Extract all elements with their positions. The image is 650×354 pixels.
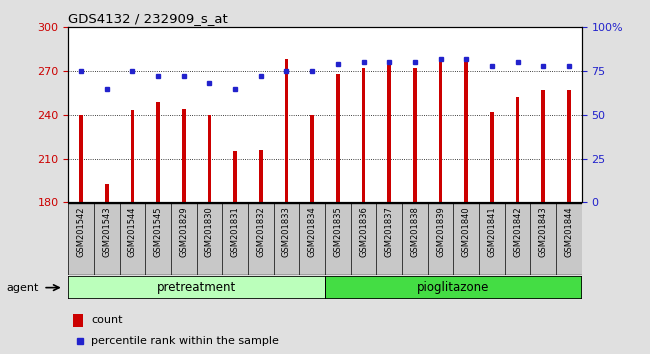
Text: GSM201833: GSM201833 <box>282 206 291 257</box>
Text: GSM201544: GSM201544 <box>128 206 137 257</box>
Bar <box>387 65 391 202</box>
Text: GSM201834: GSM201834 <box>307 206 317 257</box>
Bar <box>73 314 83 327</box>
Bar <box>464 62 468 202</box>
Bar <box>259 150 263 202</box>
Text: GSM201840: GSM201840 <box>462 206 471 257</box>
Text: GSM201832: GSM201832 <box>256 206 265 257</box>
Bar <box>68 276 325 299</box>
Text: agent: agent <box>6 282 39 293</box>
Text: GSM201542: GSM201542 <box>77 206 86 257</box>
Bar <box>233 152 237 202</box>
Text: count: count <box>92 315 123 325</box>
Text: pioglitazone: pioglitazone <box>417 281 489 294</box>
Bar <box>541 90 545 202</box>
Bar <box>515 97 519 202</box>
Bar <box>285 59 289 202</box>
Bar <box>131 110 135 202</box>
Bar <box>79 115 83 202</box>
Text: GSM201842: GSM201842 <box>513 206 522 257</box>
Bar <box>156 102 160 202</box>
Bar <box>105 183 109 202</box>
Text: GSM201831: GSM201831 <box>231 206 240 257</box>
Bar <box>182 109 186 202</box>
Text: GSM201829: GSM201829 <box>179 206 188 257</box>
Text: pretreatment: pretreatment <box>157 281 236 294</box>
Bar <box>413 68 417 202</box>
Bar <box>567 90 571 202</box>
Text: percentile rank within the sample: percentile rank within the sample <box>92 336 280 346</box>
Bar <box>325 276 582 299</box>
Bar <box>490 112 494 202</box>
Text: GSM201839: GSM201839 <box>436 206 445 257</box>
Text: GSM201836: GSM201836 <box>359 206 368 257</box>
Text: GSM201545: GSM201545 <box>153 206 162 257</box>
Bar <box>439 59 443 202</box>
Text: GDS4132 / 232909_s_at: GDS4132 / 232909_s_at <box>68 12 228 25</box>
Text: GSM201841: GSM201841 <box>488 206 497 257</box>
Bar <box>325 276 326 299</box>
Bar <box>336 74 340 202</box>
Text: GSM201838: GSM201838 <box>410 206 419 257</box>
Bar <box>207 115 211 202</box>
Text: GSM201843: GSM201843 <box>539 206 548 257</box>
Text: GSM201844: GSM201844 <box>564 206 573 257</box>
Text: GSM201837: GSM201837 <box>385 206 394 257</box>
Bar <box>361 68 365 202</box>
Text: GSM201543: GSM201543 <box>102 206 111 257</box>
Text: GSM201830: GSM201830 <box>205 206 214 257</box>
Bar <box>310 115 314 202</box>
Text: GSM201835: GSM201835 <box>333 206 343 257</box>
